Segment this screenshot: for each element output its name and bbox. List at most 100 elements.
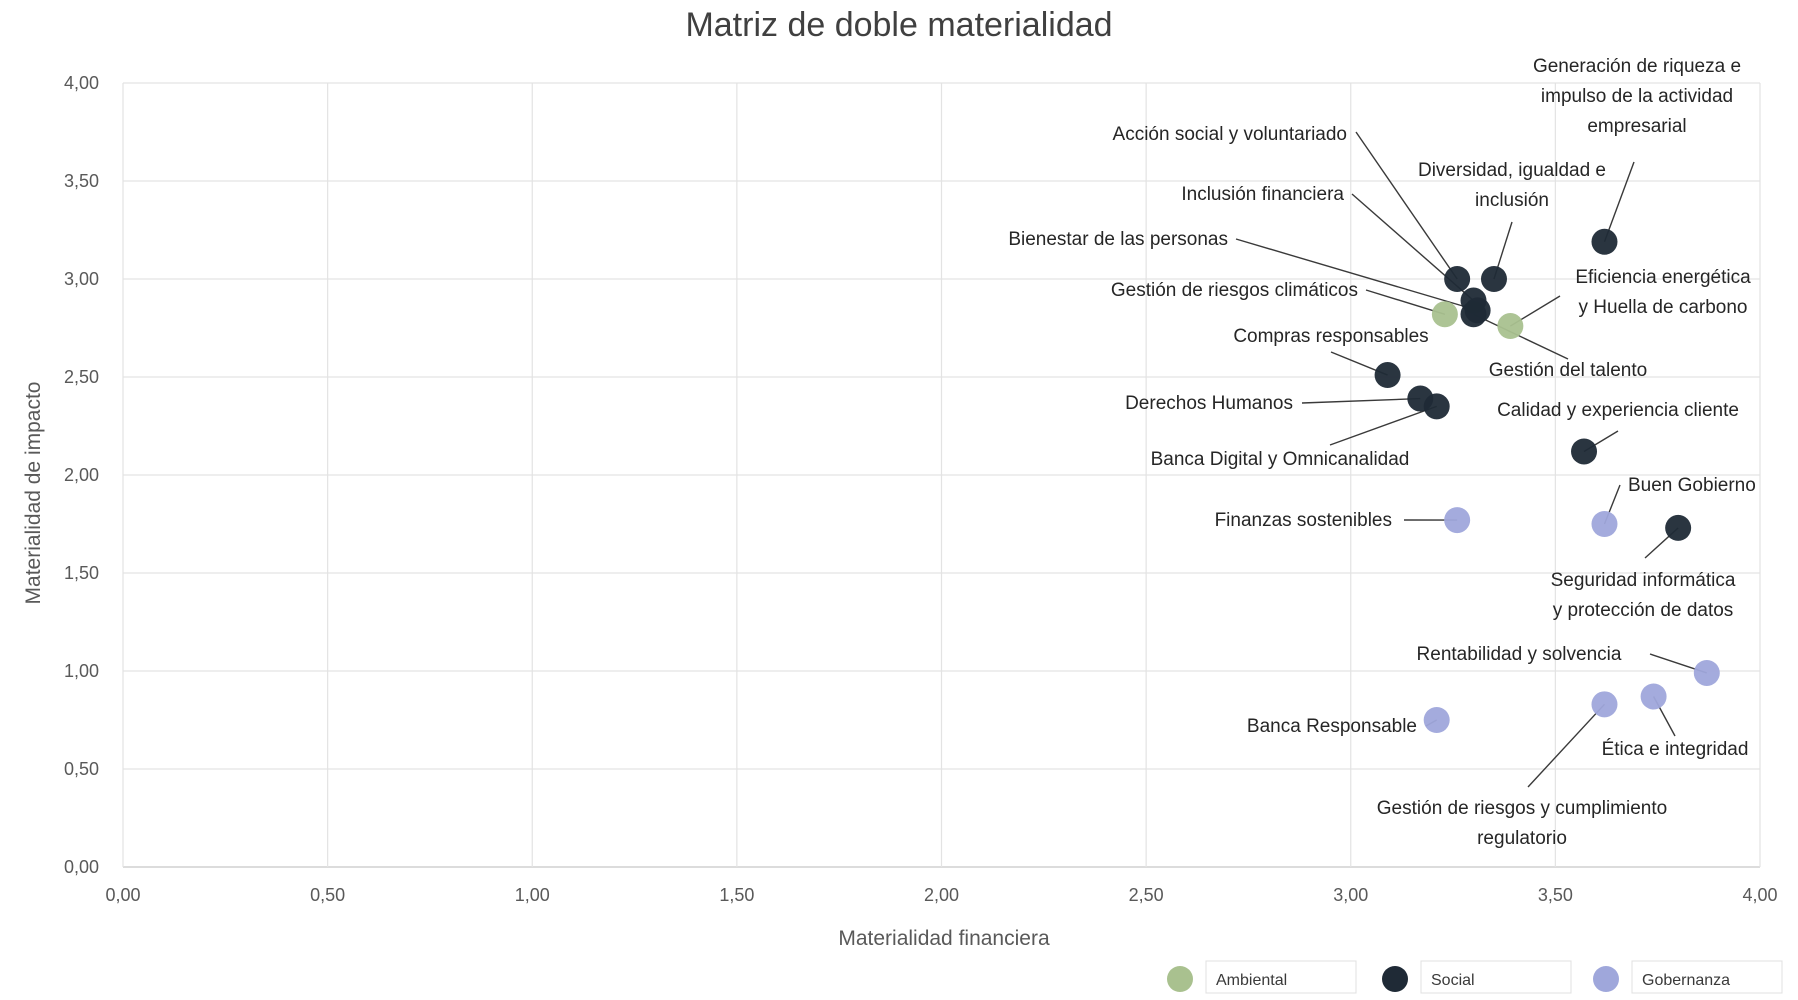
- data-point: [1665, 514, 1692, 541]
- y-tick-label: 1,50: [64, 563, 99, 583]
- data-label: Generación de riqueza e impulso de la act…: [1533, 56, 1741, 137]
- data-label-line: impulso de la actividad: [1541, 86, 1733, 107]
- data-label-line: Banca Responsable: [1247, 716, 1417, 737]
- data-label-line: Acción social y voluntariado: [1113, 124, 1347, 145]
- data-point: [1423, 707, 1450, 733]
- data-label-line: Eficiencia energética: [1575, 267, 1751, 288]
- data-label: Gestión de riesgos y cumplimiento regulat…: [1377, 798, 1667, 849]
- legend-label: Ambiental: [1216, 972, 1287, 989]
- legend-marker: [1593, 966, 1619, 992]
- data-point: [1591, 691, 1618, 718]
- data-label: Gestión del talento: [1489, 360, 1647, 381]
- data-point: [1640, 683, 1667, 710]
- data-label: Derechos Humanos: [1125, 393, 1293, 414]
- y-tick-label: 2,50: [64, 367, 99, 387]
- data-label: Compras responsables: [1233, 326, 1428, 347]
- y-axis-tick-labels: 0,00 0,50 1,00 1,50 2,00 2,50 3,00 3,50 4,00: [64, 73, 99, 877]
- data-label: Rentabilidad y solvencia: [1417, 644, 1622, 665]
- data-point: [1480, 266, 1507, 292]
- chart-title: Matriz de doble materialidad: [685, 6, 1112, 44]
- data-label-line: Finanzas sostenibles: [1215, 510, 1392, 531]
- data-label: Eficiencia energética y Huella de carbono: [1575, 267, 1751, 318]
- x-tick-label: 1,50: [719, 885, 754, 905]
- y-tick-label: 4,00: [64, 73, 99, 93]
- y-tick-label: 3,00: [64, 269, 99, 289]
- data-point: [1497, 313, 1524, 340]
- leader-line: [1603, 161, 1635, 243]
- data-label: Inclusión financiera: [1181, 184, 1344, 205]
- y-tick-label: 0,00: [64, 857, 99, 877]
- data-label: Seguridad informática y protección de dat…: [1551, 570, 1736, 621]
- data-label: Gestión de riesgos climáticos: [1111, 280, 1358, 301]
- data-point: [1693, 659, 1720, 686]
- x-axis-title: Materialidad financiera: [838, 927, 1050, 950]
- leader-line: [1527, 703, 1605, 788]
- x-tick-label: 0,50: [310, 885, 345, 905]
- data-label-line: Compras responsables: [1233, 326, 1428, 347]
- x-tick-label: 4,00: [1742, 885, 1777, 905]
- data-label-line: Derechos Humanos: [1125, 393, 1293, 414]
- data-label: Banca Responsable: [1247, 716, 1417, 737]
- y-axis-title: Materialidad de impacto: [22, 382, 45, 605]
- data-point: [1423, 393, 1450, 420]
- data-label-line: Banca Digital y Omnicanalidad: [1151, 449, 1410, 470]
- data-point: [1571, 438, 1598, 465]
- legend-marker: [1167, 966, 1193, 992]
- legend: Ambiental Social Gobernanza: [1167, 960, 1783, 994]
- leader-line: [1365, 289, 1446, 315]
- data-point: [1444, 266, 1471, 292]
- data-label-line: regulatorio: [1477, 828, 1567, 849]
- grid-layer: [122, 82, 1761, 868]
- data-label: Finanzas sostenibles: [1215, 510, 1392, 531]
- x-tick-label: 2,00: [924, 885, 959, 905]
- data-label-line: Inclusión financiera: [1181, 184, 1344, 205]
- data-point: [1591, 511, 1618, 537]
- data-label: Ética e integridad: [1602, 739, 1749, 760]
- data-points: [1374, 228, 1720, 733]
- data-label-line: Bienestar de las personas: [1008, 229, 1228, 250]
- legend-label: Social: [1431, 972, 1475, 989]
- y-tick-label: 3,50: [64, 171, 99, 191]
- leader-line: [1355, 131, 1458, 280]
- data-point: [1431, 301, 1458, 328]
- legend-box: [1420, 960, 1572, 994]
- data-label: Bienestar de las personas: [1008, 229, 1228, 250]
- data-label-line: Buen Gobierno: [1628, 475, 1756, 496]
- y-tick-label: 2,00: [64, 465, 99, 485]
- data-label-line: empresarial: [1587, 116, 1686, 137]
- data-label-line: Gestión de riesgos y cumplimiento: [1377, 798, 1667, 819]
- legend-label: Gobernanza: [1642, 972, 1730, 989]
- data-label-line: Gestión de riesgos climáticos: [1111, 280, 1358, 301]
- x-tick-label: 3,50: [1538, 885, 1573, 905]
- x-tick-label: 3,00: [1333, 885, 1368, 905]
- data-label-line: Gestión del talento: [1489, 360, 1647, 381]
- y-tick-label: 1,00: [64, 661, 99, 681]
- x-tick-label: 1,00: [515, 885, 550, 905]
- data-label-line: Ética e integridad: [1602, 739, 1749, 760]
- data-label: Buen Gobierno: [1628, 475, 1756, 496]
- leader-line: [1301, 397, 1421, 404]
- data-label-line: y Huella de carbono: [1579, 297, 1748, 318]
- data-label: Calidad y experiencia cliente: [1497, 400, 1739, 421]
- data-label-line: Generación de riqueza e: [1533, 56, 1741, 77]
- data-label-line: y protección de datos: [1553, 600, 1734, 621]
- data-point: [1591, 228, 1618, 255]
- leader-line: [1329, 405, 1437, 446]
- data-point: [1374, 362, 1401, 389]
- data-label-line: Diversidad, igualdad e: [1418, 160, 1606, 181]
- data-label-line: inclusión: [1475, 190, 1549, 211]
- data-point: [1460, 301, 1487, 328]
- leader-line: [1235, 238, 1478, 312]
- data-label: Banca Digital y Omnicanalidad: [1151, 449, 1410, 470]
- legend-box: [1631, 960, 1783, 994]
- legend-marker: [1382, 966, 1408, 992]
- x-axis-tick-labels: 0,00 0,50 1,00 1,50 2,00 2,50 3,00 3,50 4,00: [105, 885, 1777, 905]
- leader-line: [1473, 313, 1569, 360]
- data-label-line: Calidad y experiencia cliente: [1497, 400, 1739, 421]
- data-label: Diversidad, igualdad e inclusión: [1418, 160, 1606, 211]
- data-point: [1444, 507, 1471, 534]
- x-tick-label: 0,00: [105, 885, 140, 905]
- data-label-line: Seguridad informática: [1551, 570, 1736, 591]
- x-tick-label: 2,50: [1129, 885, 1164, 905]
